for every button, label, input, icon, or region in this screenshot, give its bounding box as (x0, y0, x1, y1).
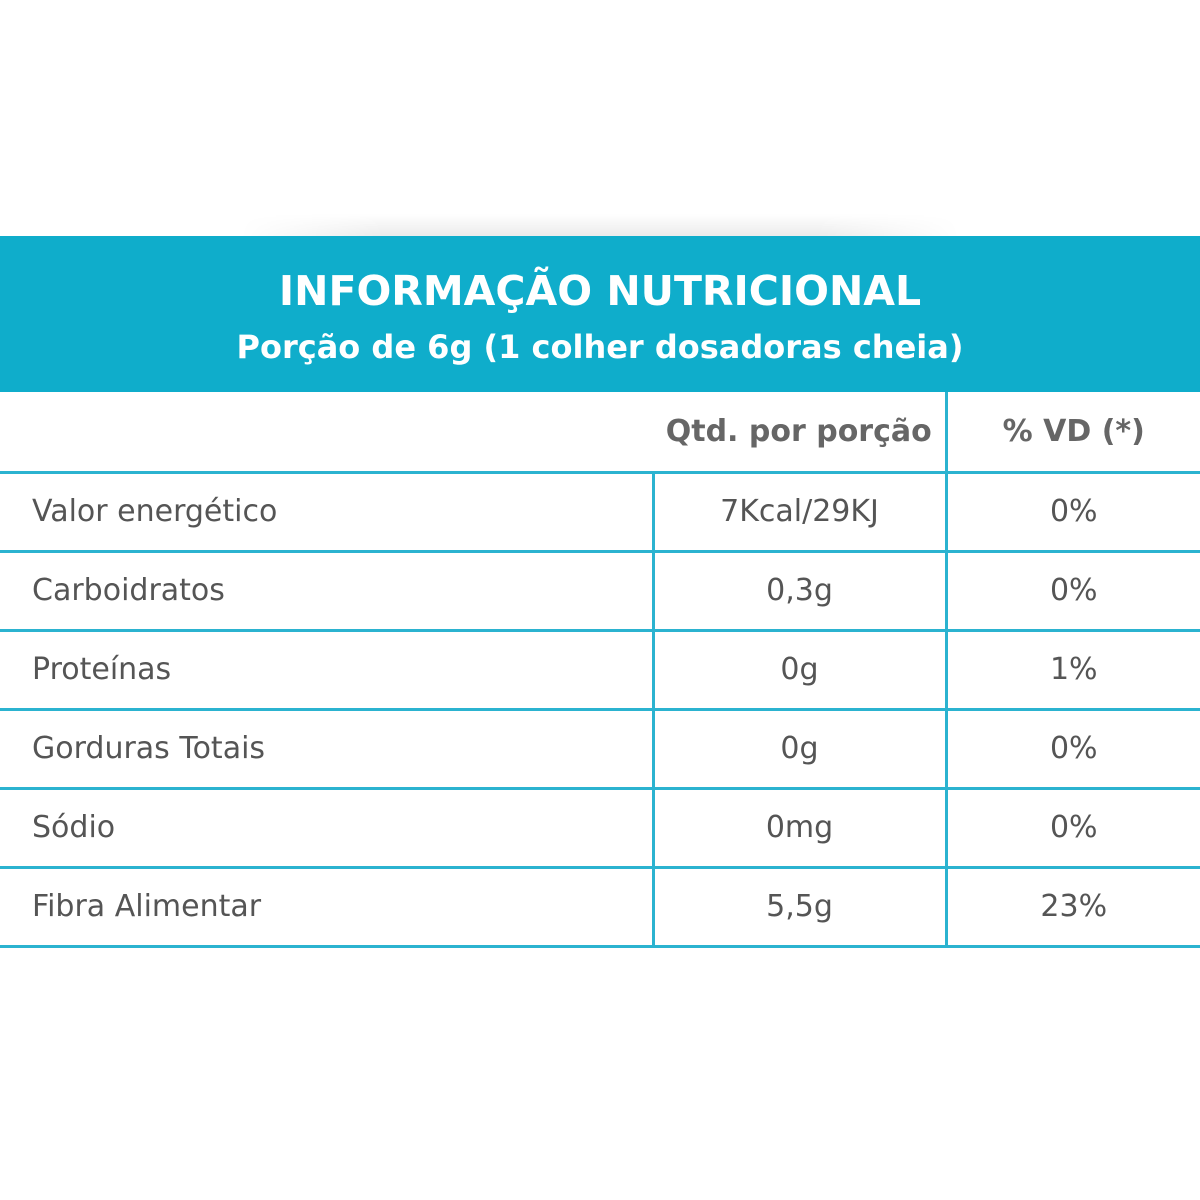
nutrient-daily-value: 0% (944, 551, 1200, 632)
nutrition-facts-label: INFORMAÇÃO NUTRICIONAL Porção de 6g (1 c… (0, 236, 1200, 948)
serving-size: Porção de 6g (1 colher dosadoras cheia) (236, 328, 964, 366)
nutrient-name: Sódio (0, 788, 653, 869)
nutrient-daily-value: 0% (944, 472, 1200, 553)
table-row: Valor energético 7Kcal/29KJ 0% (0, 472, 1200, 553)
nutrient-name: Gorduras Totais (0, 709, 653, 790)
nutrient-daily-value: 0% (944, 709, 1200, 790)
nutrient-daily-value: 0% (944, 788, 1200, 869)
label-header: INFORMAÇÃO NUTRICIONAL Porção de 6g (1 c… (0, 236, 1200, 392)
nutrient-name: Carboidratos (0, 551, 653, 632)
column-header-quantity: Qtd. por porção (653, 392, 946, 474)
nutrient-quantity: 0,3g (651, 551, 946, 632)
label-title: INFORMAÇÃO NUTRICIONAL (278, 267, 922, 315)
nutrient-name: Fibra Alimentar (0, 867, 653, 948)
nutrient-name: Valor energético (0, 472, 653, 553)
nutrient-quantity: 0g (651, 630, 946, 711)
nutrient-quantity: 7Kcal/29KJ (651, 472, 946, 553)
nutrient-quantity: 0g (651, 709, 946, 790)
column-header-daily-value: % VD (*) (944, 392, 1200, 474)
nutrient-daily-value: 1% (944, 630, 1200, 711)
table-row: Fibra Alimentar 5,5g 23% (0, 867, 1200, 948)
nutrient-daily-value: 23% (944, 867, 1200, 948)
column-header-nutrient (0, 392, 653, 474)
table-row: Proteínas 0g 1% (0, 630, 1200, 711)
nutrient-name: Proteínas (0, 630, 653, 711)
table-row: Gorduras Totais 0g 0% (0, 709, 1200, 790)
table-row: Sódio 0mg 0% (0, 788, 1200, 869)
table-row: Carboidratos 0,3g 0% (0, 551, 1200, 632)
nutrient-quantity: 5,5g (651, 867, 946, 948)
top-shadow (240, 214, 960, 236)
nutrient-quantity: 0mg (651, 788, 946, 869)
table-header-row: Qtd. por porção % VD (*) (0, 392, 1200, 474)
nutrition-table: Qtd. por porção % VD (*) Valor energétic… (0, 392, 1200, 948)
